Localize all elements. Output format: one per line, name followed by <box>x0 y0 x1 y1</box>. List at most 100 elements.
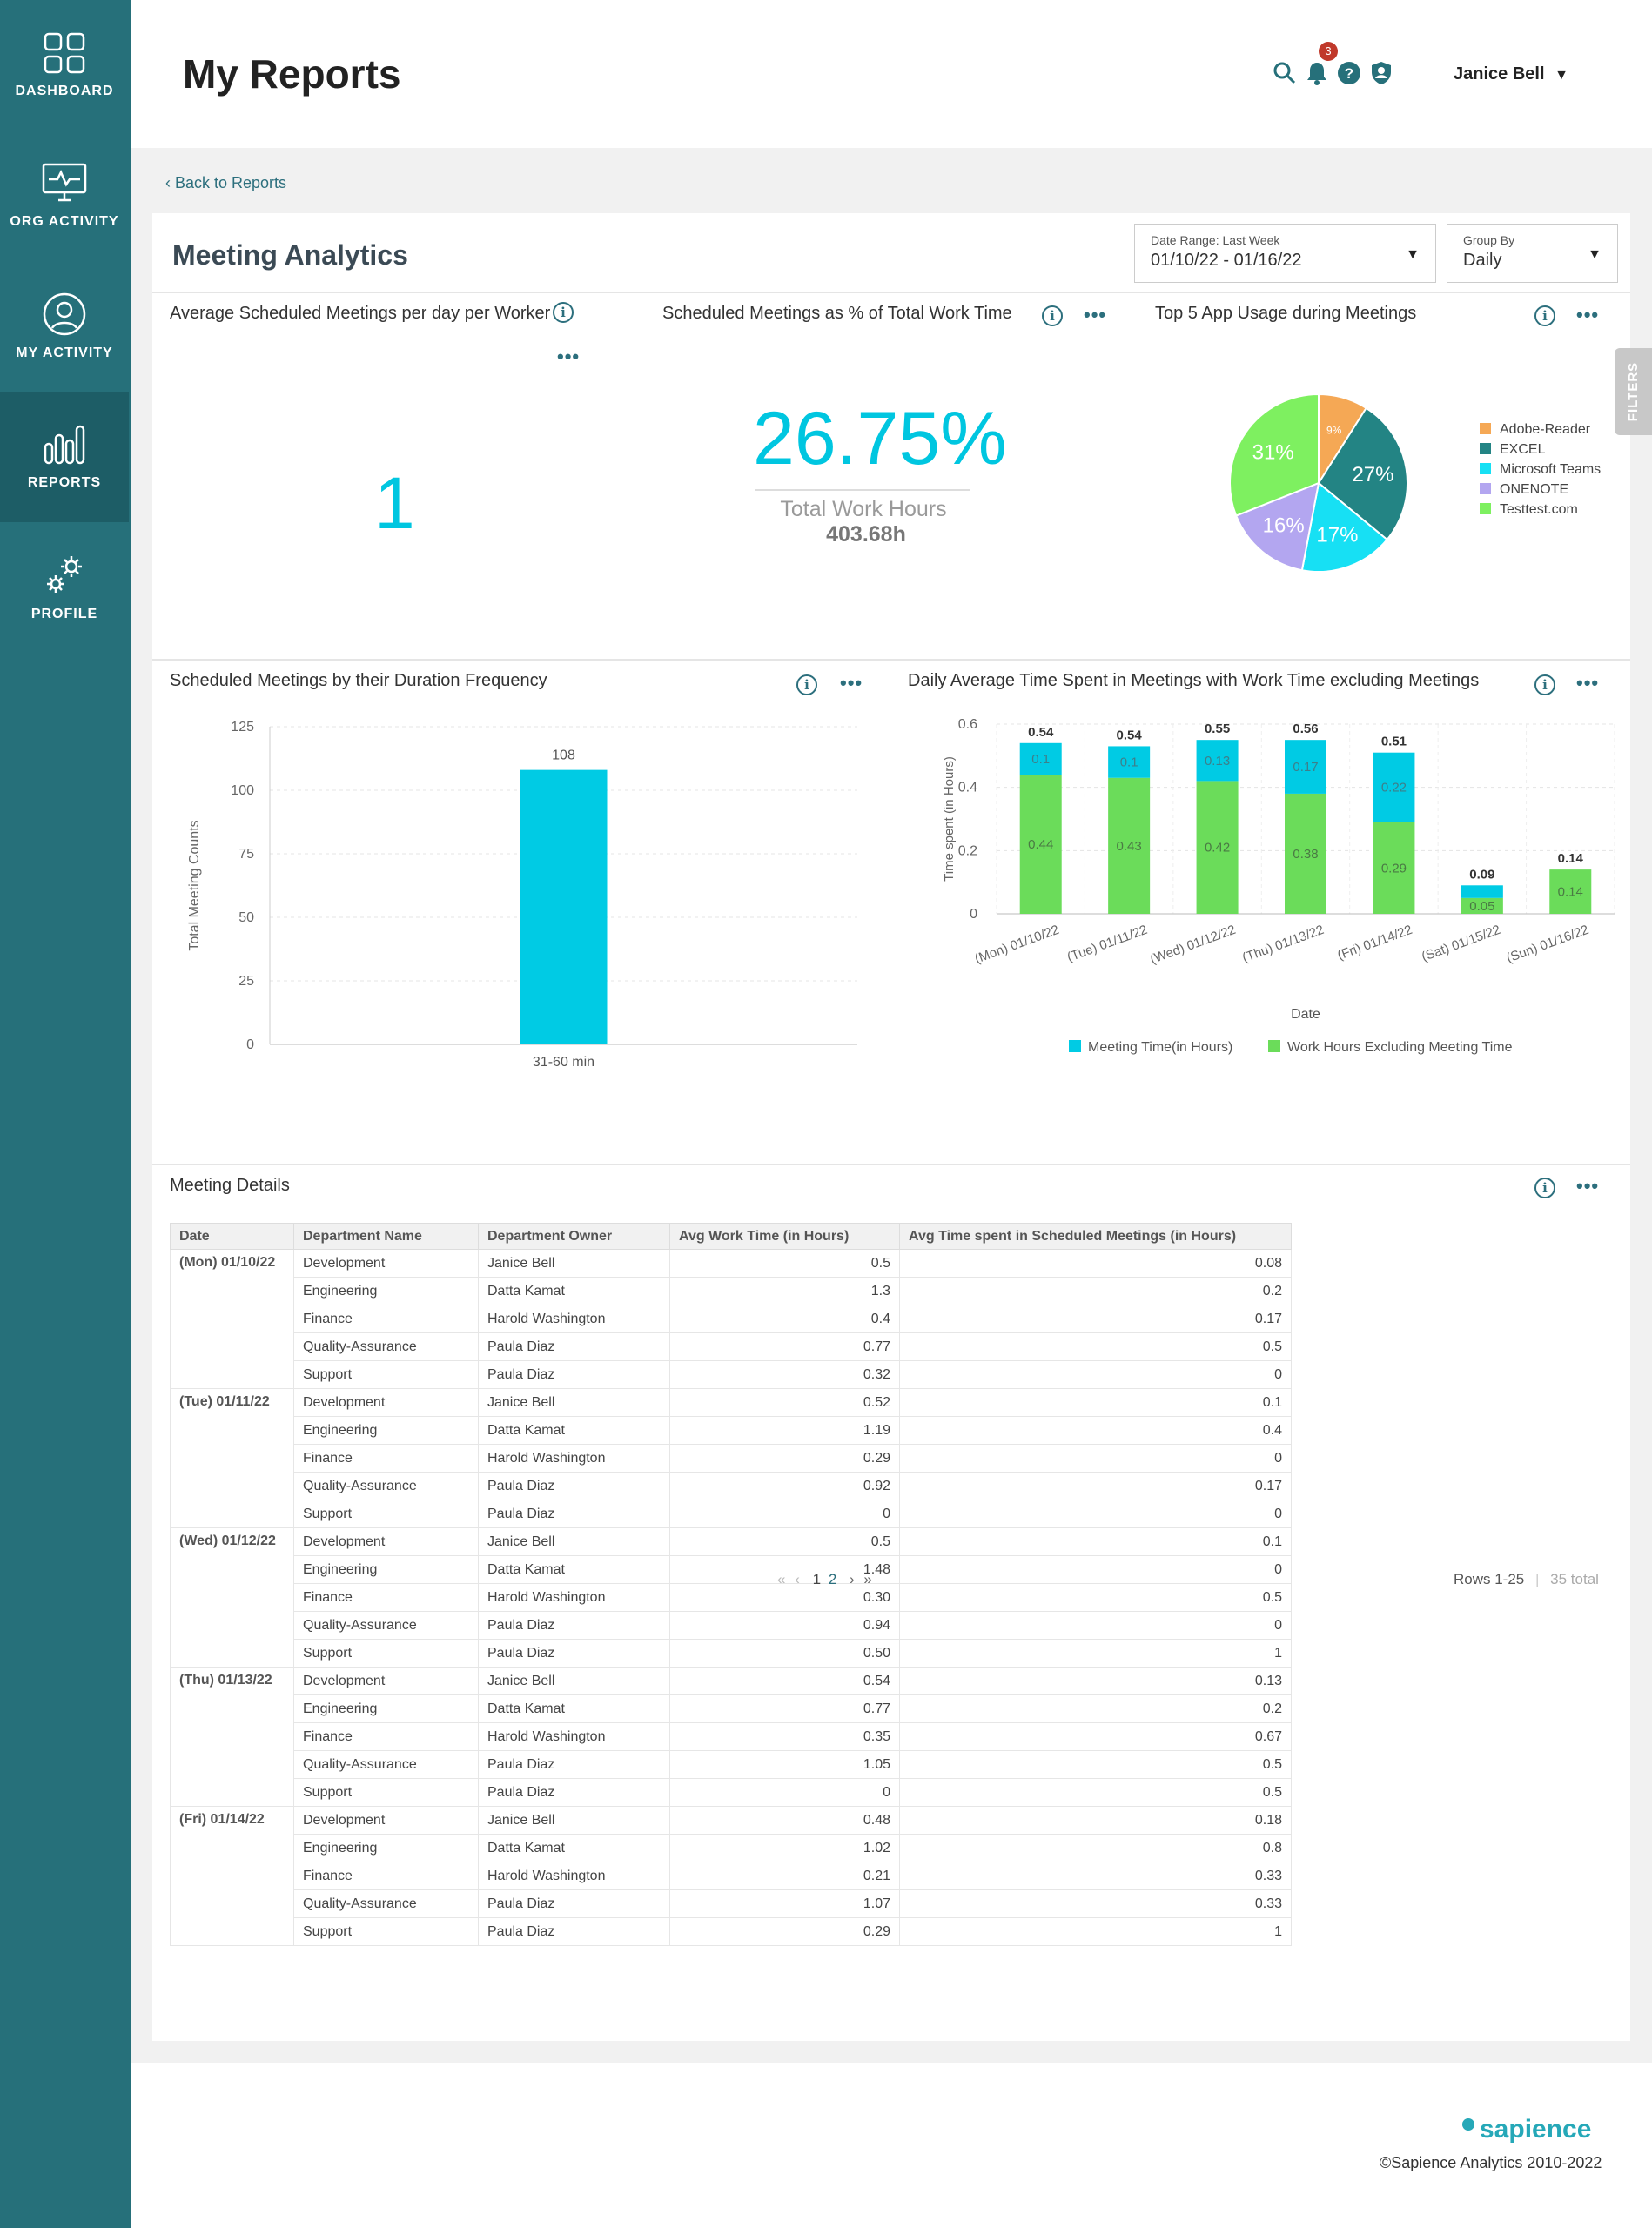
page-2-button[interactable]: 2 <box>828 1571 837 1587</box>
shield-icon[interactable] <box>1370 61 1393 85</box>
segment-label: 0.44 <box>1028 837 1053 852</box>
bar-total-label: 0.14 <box>1558 851 1584 866</box>
group-by-dropdown[interactable]: Group By Daily ▼ <box>1447 224 1618 283</box>
avg-work-time-cell: 0 <box>669 1500 900 1528</box>
legend-label: Meeting Time(in Hours) <box>1088 1040 1232 1055</box>
info-icon[interactable]: i <box>1042 305 1063 326</box>
legend-item[interactable]: Adobe-Reader <box>1480 419 1601 440</box>
separator: | <box>1535 1571 1540 1587</box>
last-page-button[interactable]: » <box>863 1571 872 1587</box>
column-header[interactable]: Department Name <box>293 1223 479 1250</box>
table-row: Finance Harold Washington 0.4 0.17 <box>171 1305 1292 1333</box>
department-owner-cell: Janice Bell <box>478 1249 670 1278</box>
more-options-icon[interactable]: ••• <box>557 346 581 367</box>
filters-tab[interactable]: FILTERS <box>1615 348 1652 435</box>
back-link[interactable]: ‹ Back to Reports <box>165 174 286 192</box>
sidebar-item-my-activity[interactable]: MY ACTIVITY <box>0 261 129 392</box>
sidebar-item-reports[interactable]: REPORTS <box>0 392 129 522</box>
notification-badge: 3 <box>1319 42 1338 61</box>
prev-page-button[interactable]: ‹ <box>795 1571 800 1587</box>
sidebar-item-org-activity[interactable]: ORG ACTIVITY <box>0 131 129 261</box>
info-icon[interactable]: i <box>1534 674 1555 695</box>
chevron-down-icon: ▼ <box>1555 68 1568 83</box>
y-tick-label: 100 <box>231 783 254 798</box>
table-row: (Thu) 01/13/22 Development Janice Bell 0.54… <box>170 1667 1292 1807</box>
column-header[interactable]: Date <box>170 1223 294 1250</box>
x-tick-label: (Fri) 01/14/22 <box>1335 923 1414 963</box>
avg-meeting-time-cell: 1 <box>899 1917 1292 1946</box>
avg-work-time-cell: 0.77 <box>669 1332 900 1361</box>
avg-work-time-cell: 0.35 <box>669 1722 900 1751</box>
bar-segment-meeting <box>1019 742 1062 775</box>
pie-legend: Adobe-Reader EXCEL Microsoft Teams ONENOTE T… <box>1480 419 1601 520</box>
user-menu[interactable]: Janice Bell ▼ <box>1454 64 1568 84</box>
card-title-avg-meetings: Average Scheduled Meetings per day per W… <box>170 304 551 323</box>
next-page-button[interactable]: › <box>850 1571 855 1587</box>
avg-work-time-cell: 0.48 <box>669 1806 900 1835</box>
legend-item[interactable]: EXCEL <box>1480 440 1601 460</box>
y-tick-label: 0.4 <box>958 781 977 795</box>
date-range-label: Date Range: Last Week <box>1151 233 1280 247</box>
brand-name: sapience <box>1480 2115 1592 2144</box>
more-options-icon[interactable]: ••• <box>1576 304 1600 325</box>
table-row: Support Paula Diaz 0 0.5 <box>171 1778 1292 1807</box>
department-name-cell: Quality-Assurance <box>293 1472 479 1500</box>
pie-slice-label: 9% <box>1326 424 1342 436</box>
chevron-left-icon: ‹ <box>165 174 175 191</box>
table-row: Quality-Assurance Paula Diaz 1.07 0.33 <box>171 1889 1292 1918</box>
bar-segment-meeting <box>1108 746 1151 778</box>
segment-label: 0.13 <box>1205 754 1230 768</box>
bar-segment-meeting <box>1373 752 1415 822</box>
divider <box>152 292 1630 293</box>
column-header[interactable]: Department Owner <box>478 1223 670 1250</box>
more-options-icon[interactable]: ••• <box>1576 672 1600 694</box>
legend-item[interactable]: Testtest.com <box>1480 500 1601 520</box>
department-name-cell: Support <box>293 1639 479 1668</box>
legend-item[interactable]: ONENOTE <box>1480 480 1601 500</box>
total-work-hours-label: Total Work Hours <box>780 497 947 521</box>
page-1-button[interactable]: 1 <box>812 1571 822 1587</box>
main-content: ‹ Back to Reports Meeting Analytics Date… <box>131 148 1652 2063</box>
filters-label: FILTERS <box>1626 361 1641 422</box>
bar-total-label: 0.55 <box>1205 721 1230 736</box>
logo-dot-icon <box>1462 2118 1474 2131</box>
bar-chart-icon <box>44 425 85 465</box>
sapience-logo: sapience <box>1462 2115 1591 2144</box>
avg-meeting-time-cell: 0.5 <box>899 1750 1292 1779</box>
info-icon[interactable]: i <box>796 674 817 695</box>
avg-meeting-time-cell: 0.33 <box>899 1862 1292 1890</box>
info-icon[interactable]: i <box>553 302 574 323</box>
column-header[interactable]: Avg Time spent in Scheduled Meetings (in… <box>899 1223 1292 1250</box>
sidebar-item-dashboard[interactable]: DASHBOARD <box>0 0 129 131</box>
x-tick-label: (Wed) 01/12/22 <box>1148 923 1238 967</box>
info-icon[interactable]: i <box>1534 305 1555 326</box>
more-options-icon[interactable]: ••• <box>1084 304 1107 325</box>
panel-title: Meeting Analytics <box>172 239 408 271</box>
info-icon[interactable]: i <box>1534 1178 1555 1198</box>
table-row: Support Paula Diaz 0.32 0 <box>171 1360 1292 1389</box>
search-icon[interactable] <box>1273 61 1297 85</box>
table-row: Support Paula Diaz 0.50 1 <box>171 1639 1292 1668</box>
table-header-row: Date Department Name Department Owner Avg W… <box>170 1223 1292 1250</box>
first-page-button[interactable]: « <box>777 1571 786 1587</box>
avg-meeting-time-cell: 0.5 <box>899 1332 1292 1361</box>
segment-label: 0.29 <box>1381 861 1407 876</box>
bar-segment-work <box>1108 777 1151 914</box>
department-owner-cell: Paula Diaz <box>478 1611 670 1640</box>
pie-slice-label: 31% <box>1252 440 1294 464</box>
table-row: Finance Harold Washington 0.30 0.5 <box>171 1583 1292 1612</box>
help-icon[interactable]: ? <box>1337 61 1361 85</box>
date-range-dropdown[interactable]: Date Range: Last Week 01/10/22 - 01/16/2… <box>1134 224 1436 283</box>
avg-meeting-time-cell: 0.17 <box>899 1472 1292 1500</box>
legend-item[interactable]: Microsoft Teams <box>1480 460 1601 480</box>
more-options-icon[interactable]: ••• <box>1576 1175 1600 1197</box>
department-name-cell: Quality-Assurance <box>293 1611 479 1640</box>
table-row: Engineering Datta Kamat 1.19 0.4 <box>171 1416 1292 1445</box>
sidebar-item-profile[interactable]: PROFILE <box>0 522 129 653</box>
bell-icon[interactable] <box>1306 61 1328 85</box>
column-header[interactable]: Avg Work Time (in Hours) <box>669 1223 900 1250</box>
sidebar-item-label: ORG ACTIVITY <box>10 214 119 229</box>
x-tick-label: (Sat) 01/15/22 <box>1420 923 1502 964</box>
avg-meeting-time-cell: 0.1 <box>899 1527 1292 1556</box>
more-options-icon[interactable]: ••• <box>840 672 863 694</box>
